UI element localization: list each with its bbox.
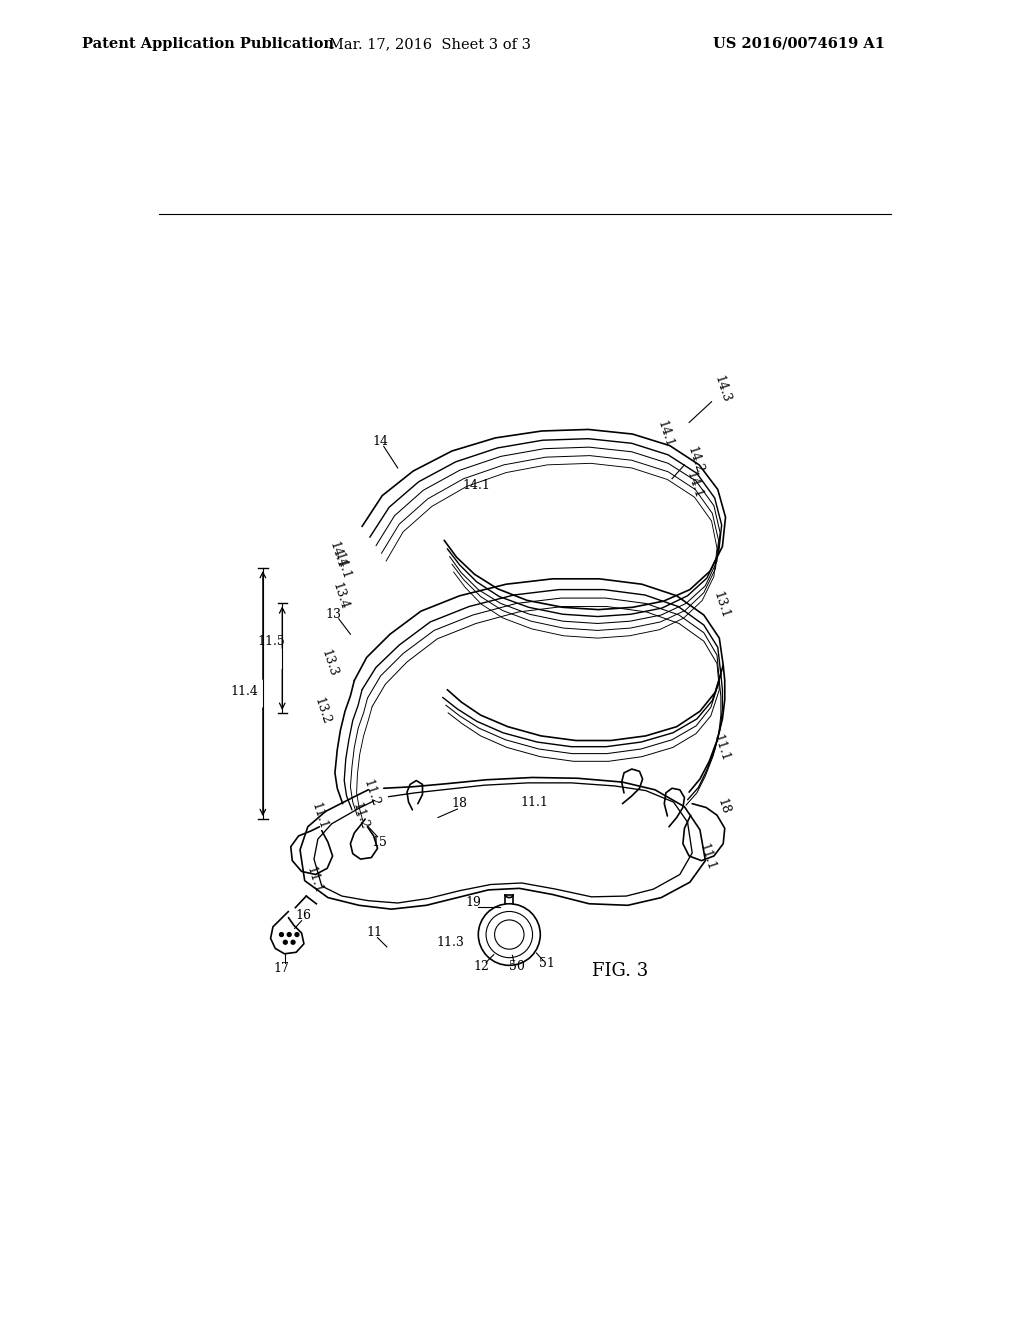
Circle shape [280, 933, 284, 936]
Text: 13: 13 [326, 607, 341, 620]
Text: 11: 11 [367, 925, 382, 939]
Text: 15: 15 [371, 836, 387, 849]
Text: 13.1: 13.1 [711, 590, 731, 620]
Text: 11.4: 11.4 [230, 685, 258, 698]
Text: 11.1: 11.1 [303, 866, 325, 896]
Text: 14.1: 14.1 [654, 418, 676, 449]
Text: 11.1: 11.1 [711, 733, 731, 763]
Circle shape [295, 933, 299, 936]
Text: 13.2: 13.2 [311, 696, 332, 726]
Text: 14.3: 14.3 [711, 374, 732, 405]
Text: 14.1: 14.1 [327, 540, 348, 570]
Text: Mar. 17, 2016  Sheet 3 of 3: Mar. 17, 2016 Sheet 3 of 3 [329, 37, 531, 51]
Text: 11.3: 11.3 [436, 936, 464, 949]
Text: 11.1: 11.1 [308, 801, 329, 832]
Text: 12: 12 [473, 961, 489, 973]
Text: 18: 18 [715, 797, 732, 816]
Text: 13.3: 13.3 [319, 648, 340, 678]
Text: US 2016/0074619 A1: US 2016/0074619 A1 [713, 37, 885, 51]
Text: 19: 19 [466, 896, 481, 908]
Text: 11.1: 11.1 [696, 842, 718, 873]
Text: 13.4: 13.4 [330, 581, 351, 611]
Text: 18: 18 [452, 797, 468, 810]
Circle shape [288, 933, 291, 936]
Text: 11.5: 11.5 [257, 635, 286, 648]
Text: 11.2: 11.2 [350, 801, 371, 832]
Circle shape [284, 940, 288, 944]
Text: 14.1: 14.1 [463, 479, 490, 492]
Text: 14.2: 14.2 [685, 445, 706, 475]
Text: 14.1: 14.1 [683, 470, 705, 500]
Text: 50: 50 [509, 961, 525, 973]
Text: 16: 16 [295, 908, 311, 921]
Text: 14.1: 14.1 [332, 552, 352, 582]
Text: FIG. 3: FIG. 3 [592, 962, 648, 979]
Text: 17: 17 [273, 962, 290, 975]
Text: 11.2: 11.2 [360, 777, 382, 808]
Text: 11.1: 11.1 [520, 796, 548, 809]
Text: 51: 51 [539, 957, 554, 970]
Circle shape [291, 940, 295, 944]
Text: Patent Application Publication: Patent Application Publication [82, 37, 334, 51]
Text: 14: 14 [373, 436, 389, 449]
